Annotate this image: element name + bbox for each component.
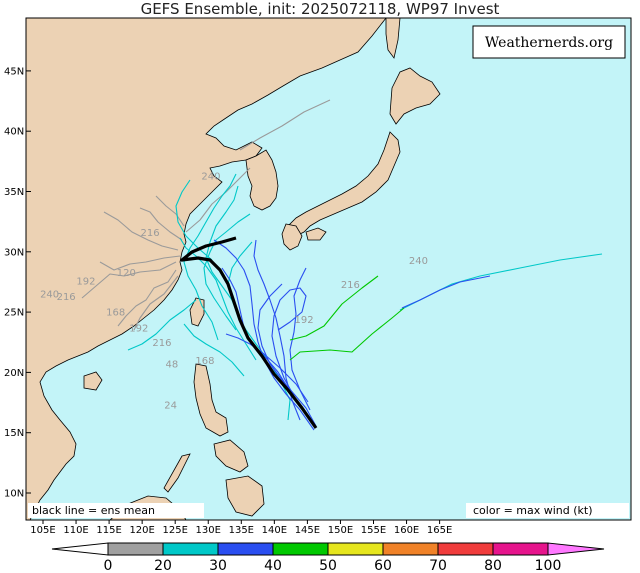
lon-label: 155E	[361, 525, 386, 536]
colorbar-tick-label: 60	[374, 558, 392, 573]
lat-label: 15N	[4, 428, 24, 439]
color-legend-box	[466, 503, 629, 518]
colorbar-segment	[217, 542, 274, 556]
lon-label: 165E	[427, 525, 452, 536]
lon-label: 115E	[96, 525, 121, 536]
colorbar-segment	[272, 542, 329, 556]
ensemble-tracks	[81, 99, 603, 431]
track-hour-label: 120	[117, 268, 136, 279]
track-hour-label: 24	[164, 401, 177, 412]
colorbar-segment	[492, 542, 549, 556]
track-hour-label: 216	[152, 338, 171, 349]
colorbar-segment	[51, 542, 109, 556]
lon-label: 160E	[394, 525, 419, 536]
brand-label: Weathernerds.org	[485, 35, 613, 51]
colorbar-segment	[437, 542, 494, 556]
japan-kyushu	[281, 223, 303, 251]
palawan	[163, 453, 191, 493]
color-legend-text: color = max wind (kt)	[473, 504, 593, 517]
lat-label: 25N	[4, 308, 24, 319]
taiwan	[189, 297, 205, 327]
track-hour-label: 168	[195, 356, 214, 367]
track-hour-label: 240	[201, 171, 220, 182]
lat-label: 30N	[4, 247, 24, 258]
mainland-asia	[26, 18, 387, 520]
mean-legend-box	[28, 503, 204, 518]
hour-labels: 2402161921684824216240216192168192216120…	[40, 171, 428, 411]
lat-label: 40N	[4, 127, 24, 138]
lat-label: 10N	[4, 489, 24, 500]
sakhalin	[385, 18, 401, 59]
japan-hokkaido	[389, 67, 441, 125]
lon-label: 105E	[30, 525, 55, 536]
colorbar-tick-label: 70	[429, 558, 447, 573]
track-hour-label: 48	[166, 360, 179, 371]
colorbar-segment	[327, 542, 384, 556]
colorbar-segment	[382, 542, 439, 556]
track-hour-label: 216	[341, 280, 360, 291]
map-frame	[25, 17, 632, 521]
ensemble-mean-track	[180, 236, 318, 429]
colorbar-tick-label: 30	[209, 558, 227, 573]
korea	[245, 149, 279, 211]
colorbar-tick-label: 20	[154, 558, 172, 573]
lon-label: 125E	[162, 525, 187, 536]
wind-colorbar: 0 20 30 40 50 60 70 80 100	[51, 542, 605, 573]
colorbar-segment	[547, 542, 605, 556]
luzon	[193, 363, 229, 437]
track-hour-label: 216	[141, 228, 160, 239]
track-hour-label: 216	[57, 292, 76, 303]
track-hour-label: 192	[295, 315, 314, 326]
track-hour-label: 192	[129, 323, 148, 334]
colorbar-tick-label: 0	[104, 558, 113, 573]
colorbar-tick-label: 100	[535, 558, 562, 573]
track-hour-label: 168	[106, 308, 125, 319]
japan-shikoku	[305, 227, 327, 241]
colorbar-segment	[162, 542, 219, 556]
track-hour-label: 192	[76, 276, 95, 287]
colorbar-tick-label: 50	[319, 558, 337, 573]
lat-label: 20N	[4, 368, 24, 379]
colorbar-segment	[107, 542, 164, 556]
lon-label: 150E	[328, 525, 353, 536]
lon-label: 135E	[229, 525, 254, 536]
visayas	[213, 439, 249, 473]
lon-label: 145E	[295, 525, 320, 536]
colorbar-tick-label: 40	[264, 558, 282, 573]
colorbar-tick-label: 80	[484, 558, 502, 573]
map-title: GEFS Ensemble, init: 2025072118, WP97 In…	[140, 0, 500, 18]
lat-label: 35N	[4, 187, 24, 198]
lon-label: 120E	[129, 525, 154, 536]
brand-box	[472, 25, 626, 59]
track-hour-label: 240	[409, 256, 428, 267]
track-hour-label: 240	[40, 290, 59, 301]
lon-label: 130E	[196, 525, 221, 536]
lon-label: 110E	[63, 525, 88, 536]
hainan	[83, 371, 103, 391]
longitude-axis: 105E 110E 115E 120E 125E 130E 135E 140E 145E 150E…	[30, 520, 452, 536]
lat-label: 45N	[4, 66, 24, 77]
latitude-axis: 45N 40N 35N 30N 25N 20N 15N 10N	[4, 66, 31, 500]
mindanao	[225, 475, 265, 517]
lon-label: 140E	[262, 525, 287, 536]
mean-legend-text: black line = ens mean	[32, 504, 155, 517]
